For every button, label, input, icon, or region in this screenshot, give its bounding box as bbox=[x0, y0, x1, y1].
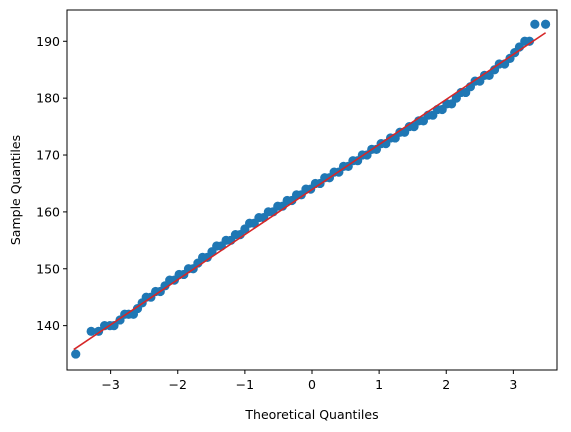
x-ticks: −3 −2 −1 0 1 2 3 bbox=[101, 370, 517, 392]
y-tick-label: 170 bbox=[36, 148, 60, 163]
data-point bbox=[71, 349, 81, 359]
y-tick-label: 150 bbox=[36, 261, 60, 276]
x-tick-label: −1 bbox=[236, 377, 254, 392]
points-layer bbox=[71, 19, 551, 359]
y-axis-label: Sample Quantiles bbox=[8, 135, 23, 245]
x-tick-label: 3 bbox=[509, 377, 517, 392]
y-tick-label: 160 bbox=[36, 204, 60, 219]
y-ticks: 140 150 160 170 180 190 bbox=[36, 34, 67, 333]
x-tick-label: 2 bbox=[442, 377, 450, 392]
data-point bbox=[524, 36, 535, 46]
data-point bbox=[530, 19, 540, 29]
y-tick-label: 140 bbox=[36, 318, 60, 333]
data-point bbox=[86, 326, 96, 336]
plot-frame bbox=[66, 9, 558, 371]
x-tick-label: −3 bbox=[101, 377, 119, 392]
data-point bbox=[540, 19, 551, 29]
x-tick-label: −2 bbox=[169, 377, 187, 392]
x-tick-label: 1 bbox=[375, 377, 383, 392]
x-axis-label: Theoretical Quantiles bbox=[244, 407, 378, 422]
x-tick-label: 0 bbox=[308, 377, 316, 392]
reference-line bbox=[73, 32, 547, 351]
y-tick-label: 190 bbox=[36, 34, 60, 49]
y-tick-label: 180 bbox=[36, 91, 60, 106]
